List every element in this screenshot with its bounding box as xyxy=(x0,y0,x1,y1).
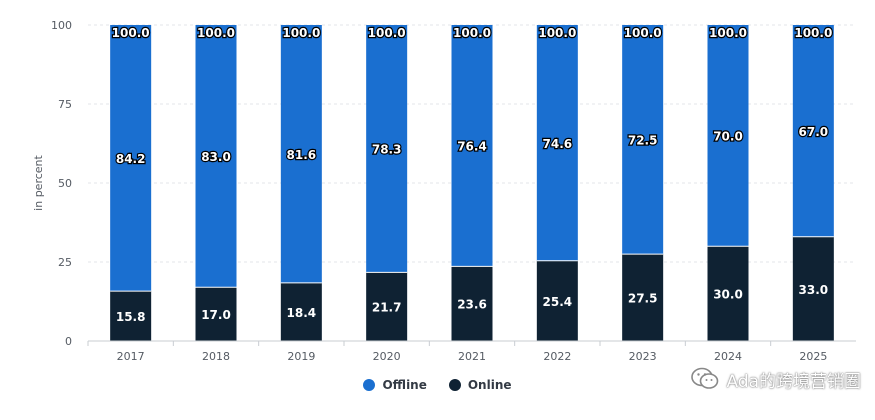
x-tick-label-2021: 2021 xyxy=(458,350,486,363)
data-label-online-2021: 23.6 xyxy=(457,298,487,312)
data-label-total-2019: 100.0 xyxy=(282,26,320,40)
bar-online-2021 xyxy=(451,266,493,341)
bar-online-2025 xyxy=(792,236,834,341)
y-tick-label-25: 25 xyxy=(58,256,72,269)
bar-offline-2019 xyxy=(280,25,322,283)
bar-offline-2024 xyxy=(707,25,749,247)
y-axis-label: in percent xyxy=(32,154,45,210)
data-label-offline-2018: 83.0 xyxy=(201,150,231,164)
data-label-online-2024: 30.0 xyxy=(713,288,743,302)
legend-item-offline[interactable]: Offline xyxy=(363,378,427,392)
legend: Offline Online xyxy=(0,378,875,392)
data-label-total-2024: 100.0 xyxy=(709,26,747,40)
data-label-online-2020: 21.7 xyxy=(372,301,402,315)
bar-online-2023 xyxy=(622,254,664,341)
data-label-online-2022: 25.4 xyxy=(543,295,573,309)
x-tick-label-2024: 2024 xyxy=(714,350,742,363)
watermark: Ada的跨境营销圈 xyxy=(690,366,861,392)
bar-offline-2023 xyxy=(622,25,664,255)
y-tick-label-50: 50 xyxy=(58,177,72,190)
bar-offline-2025 xyxy=(792,25,834,237)
data-label-offline-2020: 78.3 xyxy=(372,143,402,157)
wechat-icon xyxy=(691,367,719,389)
legend-item-online[interactable]: Online xyxy=(448,378,512,392)
y-tick-label-0: 0 xyxy=(65,335,72,348)
data-label-offline-2021: 76.4 xyxy=(457,140,487,154)
y-tick-label-75: 75 xyxy=(58,98,72,111)
bar-offline-2017 xyxy=(110,25,152,292)
data-label-total-2020: 100.0 xyxy=(368,26,406,40)
data-labels: 100.0 84.2 15.8 100.0 83.0 17.0 100.0 81.6 18.4 1… xyxy=(110,25,833,324)
x-tick-label-2023: 2023 xyxy=(629,350,657,363)
bar-online-2018 xyxy=(195,287,237,341)
bar-online-2017 xyxy=(110,291,152,341)
data-label-online-2017: 15.8 xyxy=(116,310,146,324)
x-tick-label-2017: 2017 xyxy=(117,350,145,363)
bar-offline-2018 xyxy=(195,25,237,288)
data-label-total-2022: 100.0 xyxy=(538,26,576,40)
legend-swatch-online xyxy=(448,379,461,391)
x-tick-label-2019: 2019 xyxy=(287,350,315,363)
data-label-offline-2019: 81.6 xyxy=(287,148,317,162)
legend-label-offline: Offline xyxy=(382,378,427,392)
bar-online-2022 xyxy=(536,260,578,341)
bar-offline-2022 xyxy=(536,25,578,261)
data-label-online-2025: 33.0 xyxy=(799,283,829,297)
data-label-offline-2017: 84.2 xyxy=(116,152,146,166)
bar-online-2020 xyxy=(366,272,408,341)
bar-online-2024 xyxy=(707,246,749,341)
watermark-text: Ada的跨境营销圈 xyxy=(726,371,861,392)
data-label-online-2019: 18.4 xyxy=(287,306,317,320)
x-tick-label-2025: 2025 xyxy=(799,350,827,363)
data-label-total-2018: 100.0 xyxy=(197,26,235,40)
legend-label-online: Online xyxy=(467,378,512,392)
data-label-total-2017: 100.0 xyxy=(112,26,150,40)
data-label-total-2025: 100.0 xyxy=(794,26,832,40)
bar-offline-2021 xyxy=(451,25,493,267)
bar-online-2019 xyxy=(280,282,322,341)
stacked-bar-chart: 100.0 84.2 15.8 100.0 83.0 17.0 100.0 81.6 18.4 1… xyxy=(32,19,856,363)
y-tick-label-100: 100 xyxy=(51,19,72,32)
data-label-total-2021: 100.0 xyxy=(453,26,491,40)
legend-swatch-offline xyxy=(363,379,376,391)
bar-offline-2020 xyxy=(366,25,408,273)
x-tick-label-2020: 2020 xyxy=(373,350,401,363)
data-label-total-2023: 100.0 xyxy=(624,26,662,40)
x-tick-label-2022: 2022 xyxy=(543,350,571,363)
data-label-online-2023: 27.5 xyxy=(628,292,658,306)
data-label-online-2018: 17.0 xyxy=(201,308,231,322)
data-label-offline-2024: 70.0 xyxy=(713,130,743,144)
bars xyxy=(110,25,834,341)
x-tick-label-2018: 2018 xyxy=(202,350,230,363)
axes: 0 25 50 75 100 2017 2018 2019 2020 2021 2022 2023 20… xyxy=(51,19,856,363)
data-label-offline-2023: 72.5 xyxy=(628,134,658,148)
data-label-offline-2025: 67.0 xyxy=(799,125,829,139)
data-label-offline-2022: 74.6 xyxy=(543,137,573,151)
